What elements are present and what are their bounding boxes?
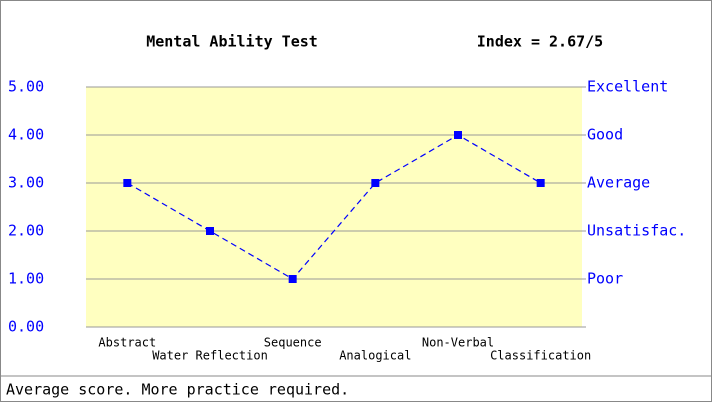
x-tick-label: Analogical — [339, 349, 411, 363]
y2-tick-label: Unsatisfac. — [587, 222, 686, 240]
plot-area — [86, 87, 582, 327]
chart-title: Mental Ability Test — [146, 33, 318, 51]
y-tick-label: 5.00 — [8, 78, 44, 96]
x-tick-label: Abstract — [98, 336, 156, 350]
chart-subtitle: Index = 2.67/5 — [477, 33, 603, 51]
y-tick-label: 3.00 — [8, 174, 44, 192]
y2-tick-label: Average — [587, 174, 650, 192]
point-marker — [536, 179, 545, 187]
x-tick-label: Non-Verbal — [422, 336, 494, 350]
point-marker — [371, 179, 380, 187]
y-tick-label: 1.00 — [8, 270, 44, 288]
point-marker — [454, 131, 462, 139]
x-tick-label: Sequence — [264, 336, 322, 350]
series-line — [127, 134, 541, 280]
point-marker — [288, 275, 297, 283]
status-text: Average score. More practice required. — [6, 381, 349, 399]
y-tick-label: 4.00 — [8, 126, 44, 144]
y2-tick-label: Excellent — [587, 78, 668, 96]
y-tick-label: 0.00 — [8, 318, 44, 336]
y-tick-label: 2.00 — [8, 222, 44, 240]
point-marker — [123, 179, 132, 187]
y2-tick-label: Poor — [587, 270, 623, 288]
x-tick-label: Water Reflection — [152, 349, 268, 363]
point-marker — [206, 227, 214, 235]
y2-tick-label: Good — [587, 126, 623, 144]
x-tick-label: Classification — [490, 349, 591, 363]
